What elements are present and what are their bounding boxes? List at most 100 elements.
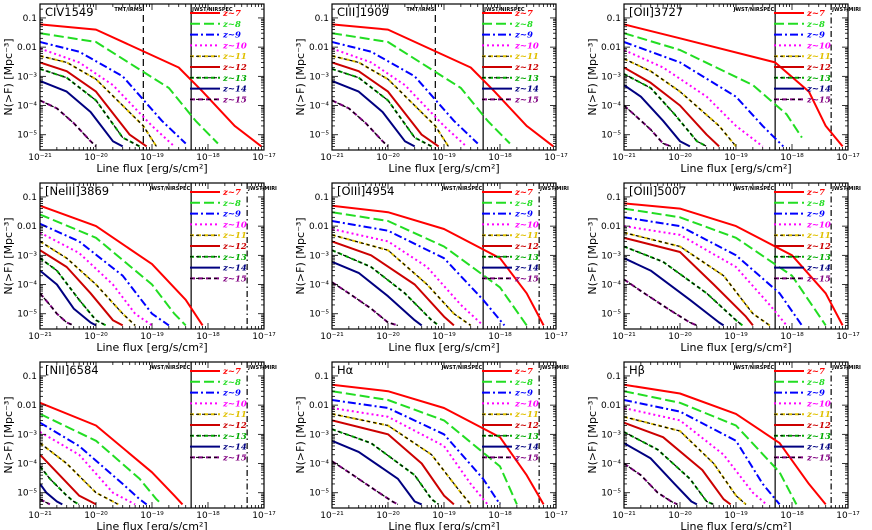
series-line xyxy=(332,211,528,326)
series-line-overlay xyxy=(624,58,737,147)
x-tick-label: 10⁻²⁰ xyxy=(376,332,400,342)
x-tick-label: 10⁻¹⁷ xyxy=(836,153,860,163)
series-line xyxy=(624,49,764,148)
legend-label: z~12 xyxy=(806,421,831,431)
series-line xyxy=(40,269,97,327)
instrument-label: JWST/NIRSPEC xyxy=(733,7,775,13)
series-line xyxy=(332,41,479,145)
series-line xyxy=(624,399,781,506)
series-line xyxy=(624,236,754,327)
y-tick-label: 0.01 xyxy=(601,222,621,232)
x-tick-label: 10⁻²¹ xyxy=(28,153,52,163)
y-tick-label: 10⁻⁴ xyxy=(601,460,621,470)
y-tick-label: 10⁻³ xyxy=(17,430,37,440)
y-tick-label: 0.01 xyxy=(17,401,37,411)
legend-label: z~12 xyxy=(514,421,539,431)
x-tick-label: 10⁻¹⁹ xyxy=(432,153,456,163)
series-line xyxy=(332,407,489,506)
y-tick-label: 10⁻⁵ xyxy=(17,489,37,499)
series-line-overlay xyxy=(624,73,707,147)
y-tick-label: 10⁻⁴ xyxy=(17,281,37,291)
x-tick-label: 10⁻²¹ xyxy=(320,153,344,163)
x-tick-label: 10⁻¹⁷ xyxy=(252,332,276,342)
y-tick-label: 0.01 xyxy=(309,222,329,232)
instrument-label: JWST/NIRSPEC xyxy=(733,186,775,192)
y-tick-label: 10⁻³ xyxy=(601,251,621,261)
legend-label: z~8 xyxy=(514,378,533,388)
legend-label: z~15 xyxy=(806,95,831,105)
instrument-label: JWST/NIRSPEC xyxy=(441,186,483,192)
panel-title: [OIII]4954 xyxy=(337,184,394,198)
series-line-overlay xyxy=(624,232,771,326)
legend-label: z~14 xyxy=(806,264,831,274)
instrument-label: TMT/IRMS xyxy=(406,7,434,13)
y-tick-label: 10⁻⁴ xyxy=(309,460,329,470)
x-tick-label: 10⁻¹⁷ xyxy=(836,332,860,342)
series-line xyxy=(332,412,472,506)
legend-label: z~15 xyxy=(514,274,539,284)
legend-label: z~15 xyxy=(514,453,539,463)
legend-label: z~13 xyxy=(514,74,539,84)
x-axis-label: Line flux [erg/s/cm²] xyxy=(388,341,499,354)
x-tick-label: 10⁻¹⁸ xyxy=(196,511,220,521)
legend-label: z~9 xyxy=(514,210,533,220)
series-line xyxy=(624,104,672,148)
instrument-label: JWST/NIRSPEC xyxy=(733,365,775,371)
y-tick-label: 10⁻³ xyxy=(309,430,329,440)
legend-label: z~8 xyxy=(514,199,533,209)
y-tick-label: 10⁻⁴ xyxy=(309,281,329,291)
series-line xyxy=(624,245,744,327)
panel-6: JWST/NIRSPEC JWST/MIRI 10⁻²¹ 10⁻²⁰ 10⁻¹⁹ 10⁻¹… xyxy=(586,182,861,354)
x-tick-label: 10⁻¹⁸ xyxy=(780,153,804,163)
legend-label: z~13 xyxy=(806,253,831,263)
series-line xyxy=(40,204,204,326)
series-line xyxy=(624,66,720,148)
instrument-label: JWST/MIRI xyxy=(831,186,861,192)
series-line-overlay xyxy=(624,245,743,326)
y-tick-label: 0.1 xyxy=(607,193,621,203)
series-line xyxy=(624,73,708,148)
series-line xyxy=(40,431,136,506)
legend-label: z~10 xyxy=(806,220,831,230)
legend-label: z~11 xyxy=(806,410,831,420)
series-line xyxy=(332,419,455,506)
legend-label: z~15 xyxy=(806,274,831,284)
y-tick-label: 0.1 xyxy=(23,193,37,203)
panel-7: JWST/NIRSPEC JWST/MIRI 10⁻²¹ 10⁻²⁰ 10⁻¹⁹ 10⁻¹… xyxy=(2,361,277,530)
legend-label: z~11 xyxy=(222,52,247,62)
series-line xyxy=(40,401,184,506)
legend-label: z~15 xyxy=(222,453,247,463)
series-line-overlay xyxy=(332,460,399,505)
y-axis-label: N(>F) [Mpc⁻³] xyxy=(586,396,599,473)
x-tick-label: 10⁻¹⁸ xyxy=(780,332,804,342)
series-line-overlay xyxy=(40,292,74,326)
series-line-overlay xyxy=(624,278,698,326)
series-line-overlay xyxy=(332,55,449,147)
legend-label: z~10 xyxy=(514,41,539,51)
instrument-label: JWST/MIRI xyxy=(831,365,861,371)
x-axis-label: Line flux [erg/s/cm²] xyxy=(96,341,207,354)
instrument-label: JWST/NIRSPEC xyxy=(149,365,191,371)
series-line xyxy=(332,32,511,145)
series-line xyxy=(40,99,97,148)
series-line xyxy=(332,23,555,148)
series-line xyxy=(40,213,187,327)
x-tick-label: 10⁻²¹ xyxy=(612,332,636,342)
series-line-overlay xyxy=(332,428,439,505)
series-line xyxy=(40,412,163,506)
y-tick-label: 10⁻⁵ xyxy=(601,131,621,141)
legend-label: z~8 xyxy=(222,378,241,388)
instrument-label: JWST/NIRSPEC xyxy=(191,7,233,13)
series-line xyxy=(332,260,423,327)
legend-label: z~10 xyxy=(806,399,831,409)
series-line-overlay xyxy=(332,413,472,505)
legend-label: z~11 xyxy=(222,231,247,241)
legend-label: z~8 xyxy=(806,378,825,388)
panel-1: TMT/IRMS JWST/NIRSPEC 10⁻²¹ 10⁻²⁰ 10⁻¹⁹ 10⁻¹⁸… xyxy=(2,3,276,175)
legend-label: z~12 xyxy=(806,242,831,252)
series-line xyxy=(40,465,80,506)
y-tick-label: 0.1 xyxy=(23,14,37,24)
y-tick-label: 10⁻⁵ xyxy=(601,489,621,499)
x-tick-label: 10⁻¹⁷ xyxy=(836,511,860,521)
legend-label: z~12 xyxy=(222,421,247,431)
